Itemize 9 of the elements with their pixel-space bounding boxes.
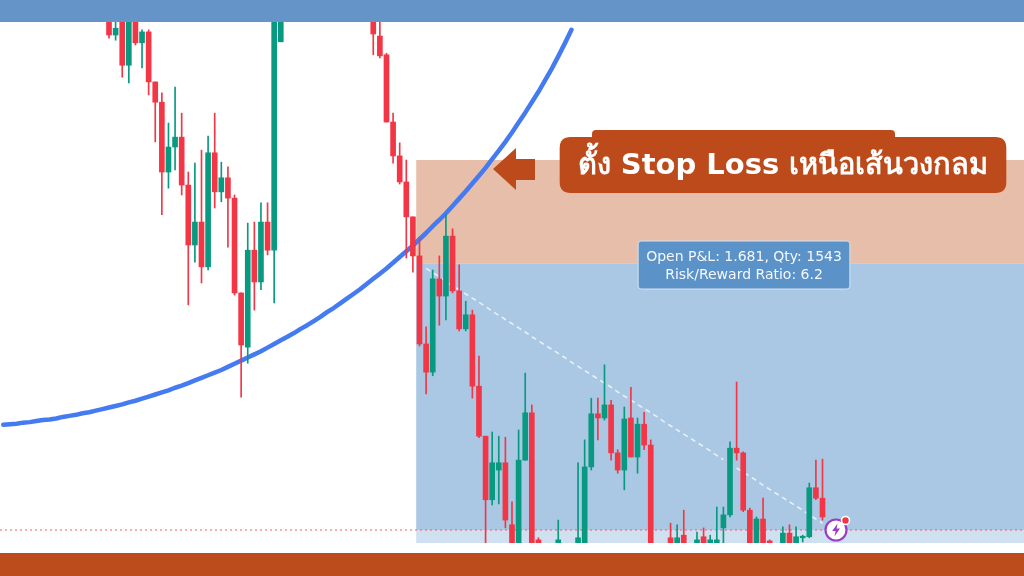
annotation: Open P&L: 1.681, Qty: 1543 (646, 247, 842, 264)
candlestick (555, 519, 562, 543)
candlestick (192, 162, 198, 263)
candlestick (680, 509, 687, 543)
candlestick (595, 397, 601, 441)
candlestick (436, 255, 443, 326)
annotation: ตั้ง Stop Loss เหนือเส้นวงกลม (577, 141, 989, 181)
candlestick (172, 86, 178, 171)
annotation: Risk/Reward Ratio: 6.2 (665, 265, 823, 282)
